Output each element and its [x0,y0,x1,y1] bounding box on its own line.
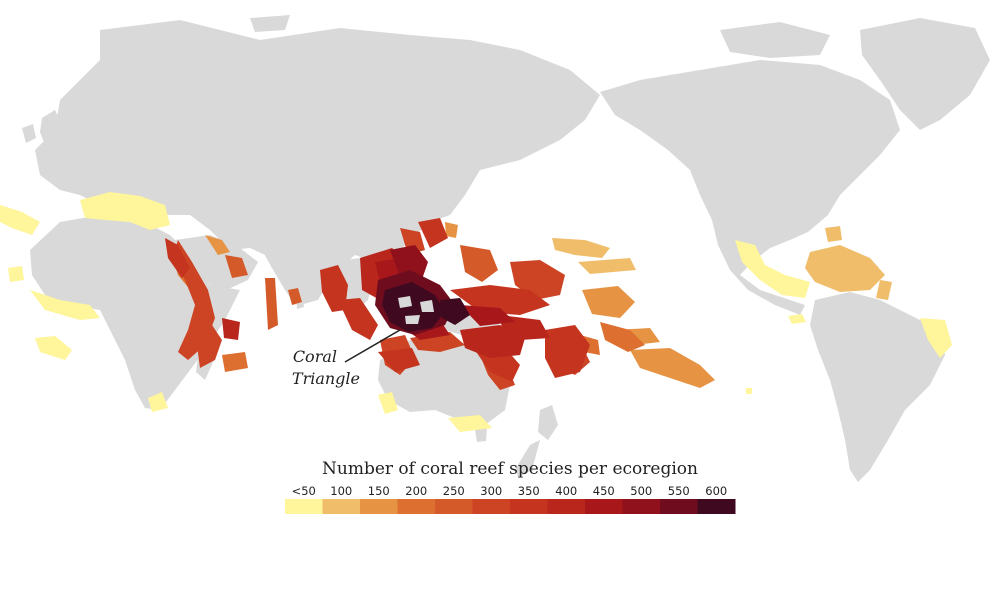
reef-french-polynesia [630,348,715,388]
reef-brazil [920,318,952,358]
legend-swatch-0 [285,499,323,514]
legend-tick-label-5: 300 [480,484,502,498]
annotation-line-2: Triangle [292,369,360,388]
legend-swatch-7 [547,499,586,514]
land-south-america [810,292,945,482]
reef-canaries [8,266,24,282]
reef-line-islands [578,258,636,274]
land-ireland [22,124,36,143]
reef-arabian-sea [225,255,248,278]
legend-swatch-3 [397,499,436,514]
legend-tick-label-11: 600 [705,484,727,498]
legend-swatches [285,499,736,514]
reef-class-250 [225,245,498,330]
reef-persian-gulf [205,235,230,255]
ct-islands [398,296,434,324]
annotation-leader-line [344,329,401,363]
reef-atlantic-iberia [0,205,40,235]
reef-west-africa [30,290,100,320]
land-india [262,245,325,305]
legend-swatch-4 [435,499,473,514]
reef-class-under-50 [0,192,952,432]
reef-chagos [288,288,302,305]
reef-ryukyu [418,218,448,248]
reef-fiji-region [545,325,590,378]
reef-sunda-west [338,298,378,340]
reef-pacific-south-am [788,314,806,324]
land-tasmania [475,428,487,442]
reef-south-pacific-east [600,322,645,352]
reef-s-australia [448,415,492,432]
reef-ecoregions [0,192,952,432]
legend-swatch-2 [360,499,398,514]
legend-tick-label-6: 350 [518,484,540,498]
legend-swatch-6 [510,499,548,514]
land-japan [420,168,455,225]
land-arabia [175,235,258,292]
legend-tick-label-8: 450 [593,484,615,498]
land-arctic-1 [120,25,150,44]
land-arctic-2 [250,15,290,32]
land-scandinavia [110,45,175,125]
annotation-line-1: Coral [293,347,337,366]
reef-coral-triangle-core [382,282,445,332]
land-eurasia [35,20,600,305]
legend-tick-label-9: 500 [630,484,652,498]
land-canada-islands [720,22,830,58]
reef-mascarene [222,352,248,372]
legend-swatch-5 [472,499,511,514]
land-nz-south [516,440,540,478]
land-nz-north [538,405,558,440]
reef-pacific-island-small [746,388,752,394]
reef-nw-australia [378,348,420,372]
legend-swatch-1 [322,499,361,514]
reef-caribbean [805,245,885,292]
reef-south-africa [148,392,168,412]
reef-ct-east [440,298,470,325]
legend-swatch-9 [622,499,661,514]
reef-maldives [265,278,278,330]
legend-swatch-11 [697,499,736,514]
reef-class-100 [552,226,892,300]
reef-sw-australia [378,392,398,414]
land-masses [22,15,990,482]
legend-tick-label-3: 200 [405,484,427,498]
reef-south-atlantic-island [35,336,72,360]
legend-tick-label-2: 150 [368,484,390,498]
reef-hawaii [552,238,610,258]
reef-class-600 [382,282,470,332]
land-greenland [860,18,990,130]
reef-mediterranean [80,192,170,230]
reef-mozambique [195,325,222,368]
legend: Number of coral reef species per ecoregi… [285,459,736,514]
legend-swatch-10 [660,499,698,514]
legend-tick-label-10: 550 [668,484,690,498]
legend-tick-label-0: <50 [292,484,316,498]
legend-swatch-8 [585,499,623,514]
reef-gulf-of-mexico [735,240,810,298]
reef-bahamas [825,226,842,242]
reef-central-pacific [582,286,635,318]
land-britain [40,110,62,145]
reef-png-north [460,305,515,326]
legend-tick-label-1: 100 [330,484,352,498]
reef-mascarene-east [222,318,240,340]
legend-tick-label-4: 250 [443,484,465,498]
legend-tick-label-7: 400 [555,484,577,498]
reef-ryukyu-north [445,222,458,238]
coral-triangle-annotation: Coral Triangle [292,329,401,388]
reef-marshall [460,245,498,282]
land-north-america [600,60,900,315]
reef-caribbean-east [876,280,892,300]
land-ct-island-3 [405,315,420,324]
reef-red-sea [165,238,190,278]
legend-title: Number of coral reef species per ecoregi… [322,459,698,479]
land-ct-island-1 [398,296,412,308]
land-ct-island-2 [420,300,434,312]
legend-tick-labels: <50 100 150 200 250 300 350 400 450 500 550 600 [292,484,728,498]
